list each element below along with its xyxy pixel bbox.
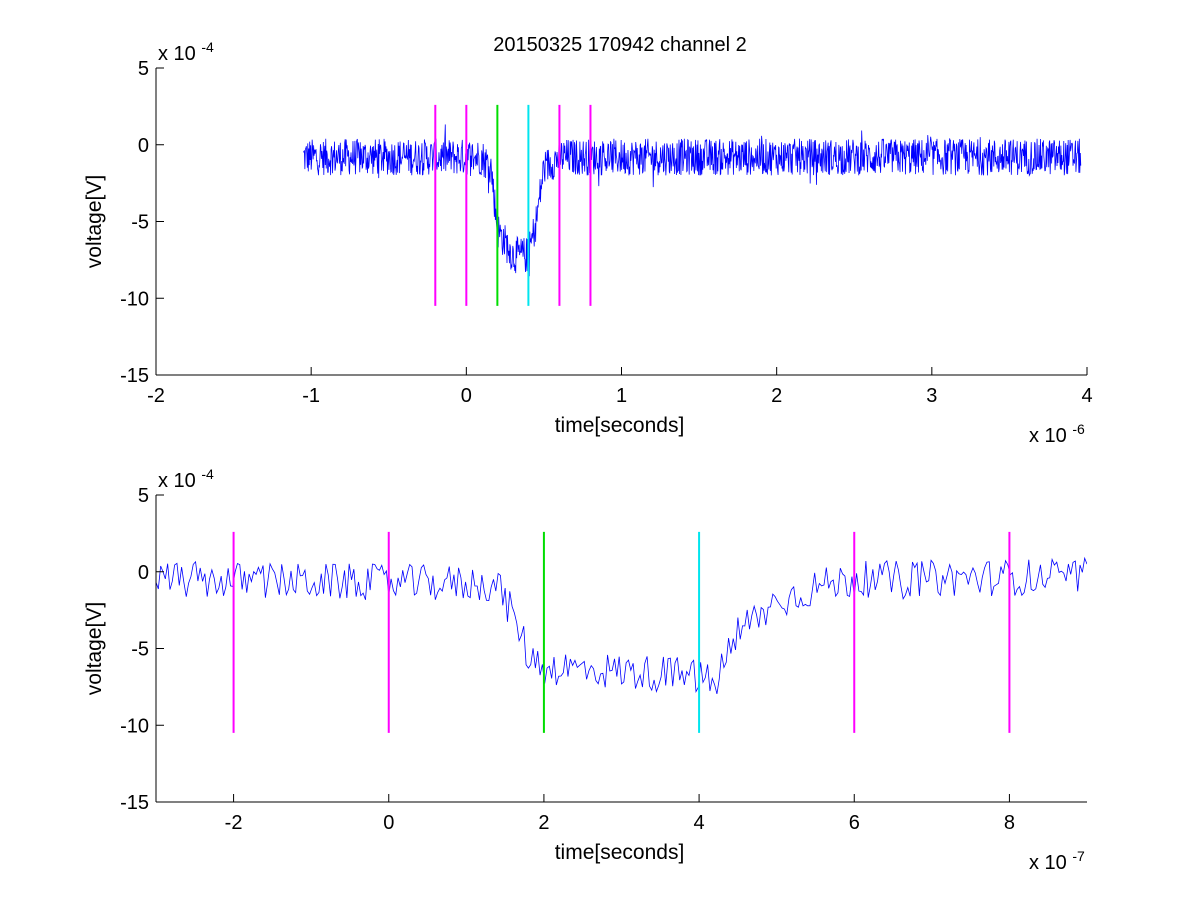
x-tick-label: -1	[302, 385, 320, 407]
y-axis-label: voltage[V]	[83, 175, 106, 268]
x-exponent-label: x 10 -6	[1029, 421, 1085, 447]
y-tick-label: 5	[138, 485, 149, 507]
y-tick-label: -10	[120, 715, 149, 737]
x-tick-label: 0	[383, 812, 394, 834]
y-tick-label: 0	[138, 135, 149, 157]
y-tick-label: -15	[120, 365, 149, 387]
figure-title: 20150325 170942 channel 2	[493, 34, 747, 56]
y-axis-label: voltage[V]	[83, 602, 106, 695]
subplot-1: -2 -1 0 1 2 3 450-5-10-15x 10 -4x 10 -6time[se…	[83, 39, 1093, 447]
x-tick-label: 4	[694, 812, 705, 834]
x-tick-label: 3	[926, 385, 937, 407]
subplot-2: -2 0 2 4 6 8 5 0 -5 -10 -15 x 10 -4 x 10 -7 time[seco…	[83, 466, 1087, 874]
signal-trace	[303, 124, 1082, 277]
y-tick-label: -15	[120, 792, 149, 814]
x-tick-label: 2	[771, 385, 782, 407]
x-exponent-label: x 10 -7	[1029, 848, 1085, 874]
x-axis-label: time[seconds]	[555, 841, 685, 864]
x-axis-label: time[seconds]	[555, 414, 685, 437]
y-exponent-label: x 10 -4	[158, 466, 214, 492]
x-tick-label: 1	[616, 385, 627, 407]
x-tick-label: 6	[849, 812, 860, 834]
x-tick-label: 8	[1004, 812, 1015, 834]
x-tick-label: -2	[225, 812, 243, 834]
x-tick-label: -2	[147, 385, 165, 407]
x-tick-label: 2	[538, 812, 549, 834]
y-exponent-label: x 10 -4	[158, 39, 214, 65]
y-tick-label: 0	[138, 562, 149, 584]
y-tick-label: -5	[131, 212, 149, 234]
x-tick-label: 4	[1081, 385, 1092, 407]
y-tick-label: -10	[120, 288, 149, 310]
x-tick-label: 0	[461, 385, 472, 407]
y-tick-label: -5	[131, 639, 149, 661]
y-tick-label: 5	[138, 58, 149, 80]
signal-trace	[156, 556, 1087, 694]
